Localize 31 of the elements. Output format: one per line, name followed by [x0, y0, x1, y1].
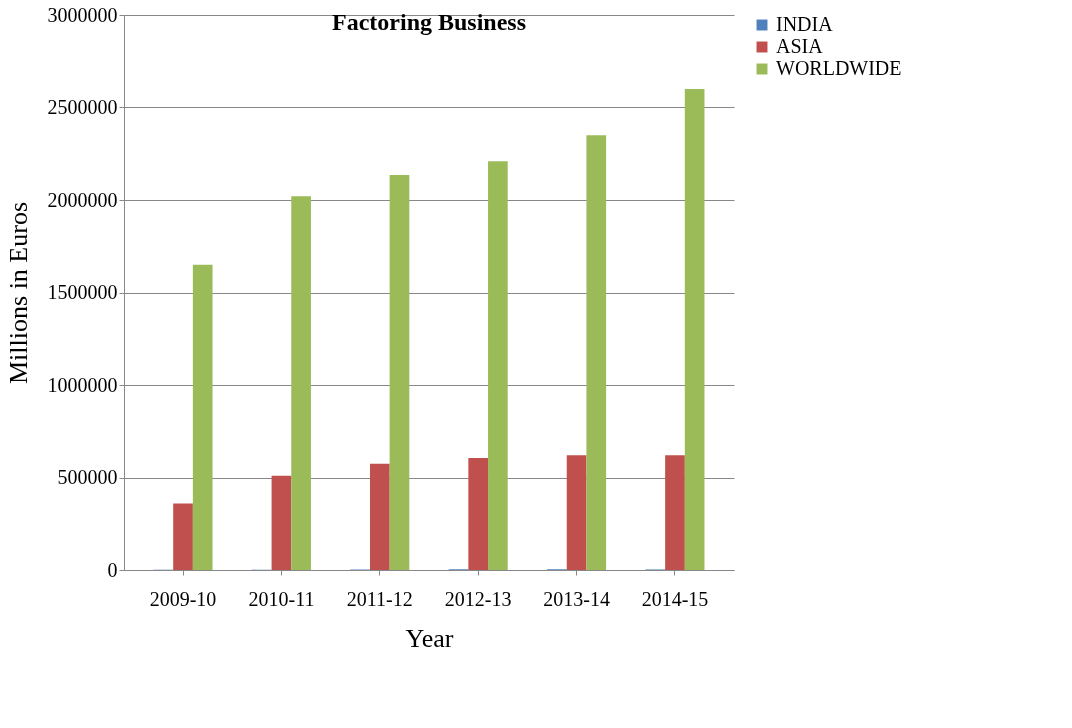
bar — [684, 89, 705, 570]
bar — [271, 475, 292, 570]
bar — [291, 196, 311, 570]
y-tick-label: 3000000 — [47, 3, 118, 26]
bar — [173, 503, 193, 570]
x-tick-label: 2013-14 — [543, 587, 610, 610]
bar — [192, 264, 213, 570]
y-axis-title: Millions in Euros — [3, 201, 33, 385]
bar — [665, 455, 685, 570]
y-tick-label: 2000000 — [47, 188, 118, 211]
y-tick-label: 0 — [107, 558, 118, 581]
x-axis-title: Year — [405, 623, 454, 653]
legend-label: INDIA — [776, 13, 834, 35]
y-tick-label: 1500000 — [47, 281, 118, 303]
x-tick-label: 2009-10 — [149, 587, 217, 610]
x-tick-label: 2012-13 — [444, 587, 512, 610]
legend-label: ASIA — [776, 35, 824, 57]
y-tick-label: 1000000 — [47, 373, 118, 396]
x-tick-label: 2011-12 — [346, 587, 413, 610]
bar — [389, 175, 410, 570]
legend-label: WORLDWIDE — [776, 57, 902, 79]
bar — [586, 135, 607, 570]
bar — [468, 458, 489, 570]
bar — [566, 455, 587, 570]
bar — [369, 463, 390, 570]
x-tick-label: 2014-15 — [641, 587, 709, 610]
bar — [488, 161, 508, 570]
y-tick-label: 2500000 — [47, 96, 118, 118]
chart-title: Factoring Business — [331, 9, 527, 35]
x-tick-label: 2010-11 — [248, 587, 315, 610]
y-tick-label: 500000 — [57, 466, 118, 488]
